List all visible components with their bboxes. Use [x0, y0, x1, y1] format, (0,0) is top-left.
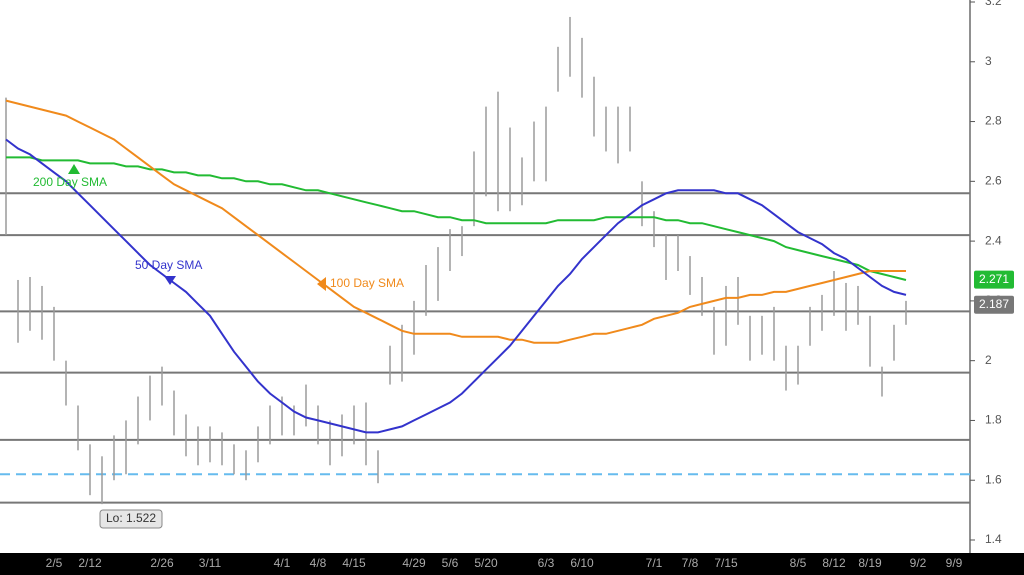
sma-line — [6, 156, 907, 281]
x-tick-label: 2/12 — [78, 556, 102, 570]
sma-marker — [164, 276, 176, 285]
x-tick-label: 5/6 — [442, 556, 459, 570]
x-tick-label: 4/29 — [402, 556, 426, 570]
sma-marker — [68, 164, 80, 174]
x-tick-label: 4/1 — [274, 556, 291, 570]
x-tick-label: 8/5 — [790, 556, 807, 570]
price-tag-label: 2.187 — [979, 297, 1009, 311]
x-tick-label: 7/8 — [682, 556, 699, 570]
price-tag — [974, 295, 1014, 314]
low-label: Lo: 1.522 — [106, 511, 156, 525]
x-tick-label: 4/15 — [342, 556, 366, 570]
x-tick-label: 2/5 — [46, 556, 63, 570]
sma-label: 100 Day SMA — [330, 276, 404, 290]
low-label-box — [99, 509, 163, 529]
x-tick-label: 5/20 — [474, 556, 498, 570]
x-tick-label: 8/19 — [858, 556, 882, 570]
y-tick-label: 1.8 — [985, 413, 1002, 427]
price-tag-label: 2.271 — [979, 272, 1009, 286]
y-tick-label: 2.6 — [985, 174, 1002, 188]
sma-line — [5, 99, 906, 344]
x-tick-label: 8/12 — [822, 556, 846, 570]
y-tick-label: 1.6 — [985, 472, 1002, 486]
sma-label: 50 Day SMA — [135, 258, 202, 272]
x-tick-label: 7/1 — [646, 556, 663, 570]
x-tick-label: 9/2 — [910, 556, 927, 570]
y-tick-label: 1.4 — [985, 532, 1002, 546]
y-tick-label: 3.2 — [985, 0, 1002, 8]
x-tick-label: 6/3 — [538, 556, 555, 570]
sma-line — [5, 138, 907, 434]
price-tag — [974, 270, 1014, 289]
x-tick-label: 4/8 — [310, 556, 327, 570]
x-axis-band — [0, 553, 1024, 575]
y-tick-label: 2.8 — [985, 114, 1002, 128]
y-tick-label: 2 — [985, 353, 992, 367]
x-tick-label: 2/26 — [150, 556, 174, 570]
x-tick-label: 3/11 — [199, 556, 222, 570]
x-tick-label: 9/9 — [946, 556, 963, 570]
y-tick-label: 3 — [985, 54, 992, 68]
y-tick-label: 2.4 — [985, 233, 1002, 247]
sma-marker — [317, 277, 326, 291]
x-tick-label: 6/10 — [570, 556, 594, 570]
x-tick-label: 7/15 — [714, 556, 738, 570]
sma-label: 200 Day SMA — [33, 175, 107, 189]
